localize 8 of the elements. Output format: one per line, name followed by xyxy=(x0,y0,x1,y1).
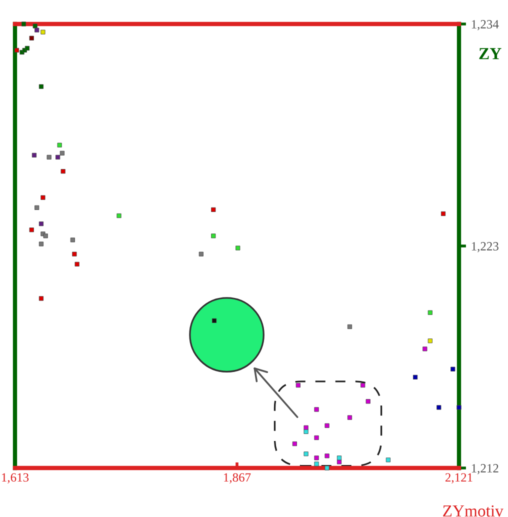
y-axis-title: ZY xyxy=(479,48,502,60)
y-tick-label: 1,234 xyxy=(472,20,499,30)
x-tick-label: 1,613 xyxy=(2,473,29,484)
y-tick-label: 1,212 xyxy=(472,464,498,474)
x-tick-label: 2,121 xyxy=(445,473,472,484)
x-tick-label: 1,867 xyxy=(224,473,251,484)
x-axis-title: ZYmotiv xyxy=(443,505,504,517)
y-tick-label: 1,223 xyxy=(472,242,498,252)
